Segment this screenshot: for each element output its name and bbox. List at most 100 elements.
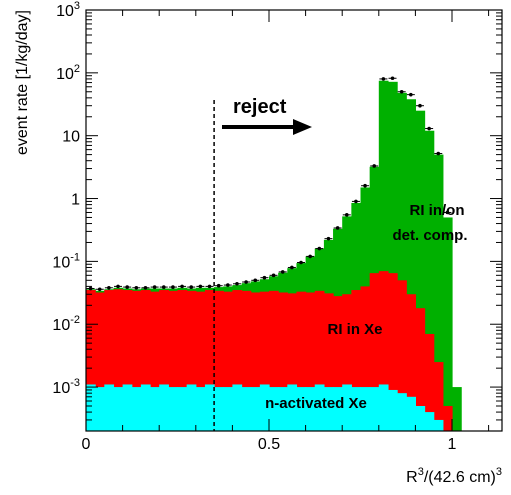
y-tick-exponent: -2: [70, 314, 80, 326]
series-2-bin: [269, 387, 279, 431]
reject-arrow-head: [293, 119, 312, 135]
data-point: [354, 199, 358, 204]
x-axis-label-base: R: [406, 469, 418, 486]
y-tick-base: 10: [62, 129, 80, 146]
series-2-bin: [406, 396, 416, 431]
series-1-bin: [232, 290, 243, 431]
data-point: [226, 283, 230, 287]
series-1-bin: [150, 291, 160, 431]
y-tick-base: 10: [56, 3, 74, 20]
y-tick-label: 102: [56, 63, 80, 83]
series-2-bin: [314, 384, 325, 431]
series-2-bin: [342, 384, 352, 431]
data-point: [116, 284, 120, 289]
series-2-bin: [95, 387, 105, 431]
series-2-bin: [296, 387, 307, 431]
y-tick-label: 10-2: [52, 314, 80, 334]
data-point: [143, 285, 148, 290]
series-1-bin: [387, 273, 398, 431]
series-2-bin: [333, 387, 343, 431]
series-2-bin: [387, 389, 398, 431]
data-point: [427, 126, 431, 131]
data-point: [271, 273, 276, 278]
series-2-bin: [241, 387, 252, 431]
y-tick-base: 1: [71, 192, 80, 209]
data-points: [86, 76, 452, 292]
series-1-bin: [333, 296, 343, 431]
series-1-bin: [95, 292, 105, 431]
data-point: [189, 285, 194, 289]
series-2-bin: [223, 387, 233, 431]
x-tick-label: 0: [82, 436, 91, 453]
series-2-bin: [259, 384, 270, 431]
data-point: [134, 285, 139, 290]
data-point: [152, 285, 157, 289]
data-point: [372, 164, 377, 168]
series-0-bin: [424, 130, 435, 431]
series-2-bin: [122, 384, 133, 431]
series-2-bin: [323, 387, 334, 431]
data-point: [363, 183, 367, 188]
series-1-bin: [140, 290, 151, 431]
series-0-bin: [397, 92, 407, 432]
series-1-bin: [351, 290, 362, 431]
data-point: [280, 270, 285, 274]
series-0-bin: [406, 99, 416, 431]
y-tick-base: 10: [52, 380, 70, 397]
series-1-bin: [122, 290, 133, 431]
series-2-bin: [360, 387, 371, 431]
data-point: [317, 246, 322, 251]
data-point: [198, 284, 203, 289]
series-1-bin: [305, 292, 316, 431]
data-point: [409, 92, 413, 97]
series-1-bin: [378, 271, 389, 431]
y-tick-base: 10: [52, 317, 70, 334]
series-2-bin: [232, 384, 243, 431]
label-ri-in-xe: RI in Xe: [327, 321, 382, 338]
x-axis-label: R3/(42.6 cm)3: [406, 466, 502, 486]
data-point: [436, 151, 441, 156]
series-0-bin: [452, 387, 462, 431]
series-2-bin: [397, 393, 407, 431]
y-tick-label: 103: [56, 0, 80, 20]
series-1-bin: [250, 292, 261, 431]
series-1-bin: [186, 290, 197, 431]
series-1-bin: [433, 362, 444, 431]
series-2-bin: [250, 387, 261, 431]
series-1-bin: [195, 291, 206, 431]
x-tick-label: 1: [448, 436, 457, 453]
series-2-bin: [159, 384, 169, 431]
series-1-bin: [259, 291, 270, 431]
series-1-bin: [159, 290, 169, 431]
series-1-bin: [214, 290, 224, 431]
data-point: [344, 213, 349, 217]
data-point: [418, 103, 422, 108]
series-1-bin: [113, 289, 124, 431]
data-point: [390, 76, 395, 81]
x-axis-label-sup2: 3: [496, 466, 502, 478]
data-point: [262, 275, 267, 280]
data-point: [235, 281, 239, 286]
series-1-bin: [223, 291, 233, 431]
data-point: [445, 210, 450, 215]
series-0-bin: [433, 154, 444, 431]
series-2-bin: [424, 412, 435, 431]
series-1-bin: [342, 294, 352, 431]
series-2-bin: [131, 387, 142, 431]
series-2-bin: [214, 387, 224, 431]
data-point: [97, 287, 102, 292]
series-2-bin: [351, 387, 362, 431]
series-2-bin: [204, 384, 215, 431]
series-2-bin: [415, 405, 426, 431]
data-point: [399, 89, 404, 94]
series-1-bin: [296, 291, 307, 431]
data-point: [171, 285, 175, 289]
label-ri-det-line2: det. comp.: [392, 227, 467, 244]
data-point: [290, 265, 294, 270]
y-tick-exponent: -1: [70, 251, 80, 263]
data-point: [335, 226, 340, 230]
data-point: [381, 77, 386, 81]
y-tick-exponent: 3: [74, 0, 80, 12]
series-2-bin: [168, 387, 179, 431]
